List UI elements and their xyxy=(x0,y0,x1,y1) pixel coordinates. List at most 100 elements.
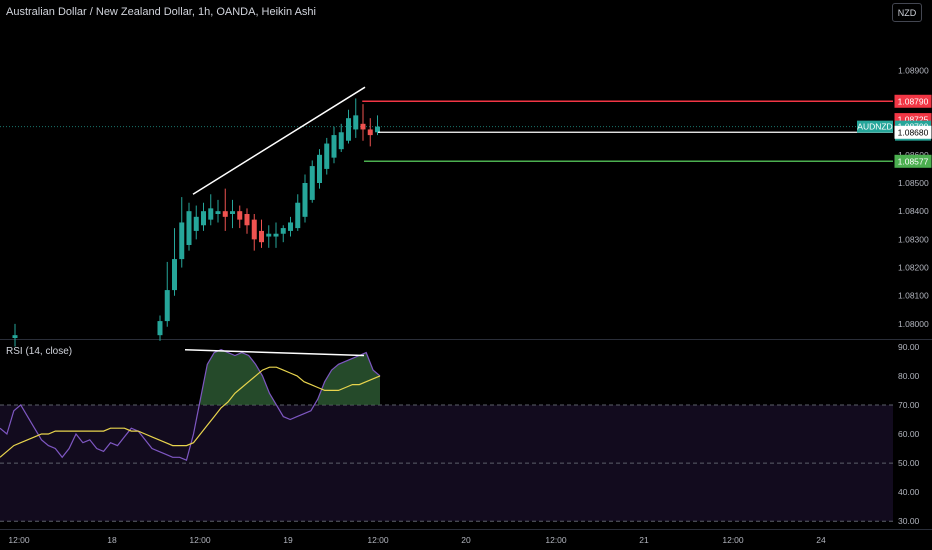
time-tick-label: 12:00 xyxy=(722,535,744,545)
white-price-tag-bg xyxy=(894,125,932,139)
time-tick-label: 18 xyxy=(107,535,117,545)
candle-body xyxy=(338,132,344,150)
candle xyxy=(237,205,243,229)
candle xyxy=(259,219,264,248)
time-tick-label: 12:00 xyxy=(8,535,30,545)
high-price-tag-text: 1.08725 xyxy=(898,115,929,125)
candle xyxy=(179,197,185,268)
candle xyxy=(346,109,351,144)
price-tick-label: 1.08900 xyxy=(898,65,929,75)
candle xyxy=(309,160,315,203)
white-price-tag: 1.08680 xyxy=(894,125,932,139)
candle xyxy=(280,225,286,243)
candle xyxy=(273,222,279,248)
candle-body xyxy=(222,211,228,217)
candle xyxy=(360,104,366,141)
candle-body xyxy=(157,321,163,336)
candle-body xyxy=(12,335,18,338)
candle-body xyxy=(309,166,315,200)
candle xyxy=(338,123,344,152)
candle-body xyxy=(186,211,192,245)
candle xyxy=(193,205,199,240)
candle-body xyxy=(259,230,264,243)
price-trendline xyxy=(192,86,366,195)
candle xyxy=(302,174,308,223)
rsi-overbought-fill xyxy=(200,349,380,405)
time-tick-label: 19 xyxy=(283,535,293,545)
rsi-tick-label: 90.00 xyxy=(898,342,920,352)
price-tick-label: 1.08000 xyxy=(898,319,929,329)
symbol-tag-text: AUDNZD xyxy=(857,122,892,132)
candle xyxy=(208,194,214,226)
price-tick-label: 1.08400 xyxy=(898,206,929,216)
candle-body xyxy=(208,208,214,220)
time-tick-label: 12:00 xyxy=(189,535,211,545)
time-tick-label: 12:00 xyxy=(367,535,389,545)
candle xyxy=(266,225,272,248)
candle-body xyxy=(273,233,279,237)
rsi-tick-label: 30.00 xyxy=(898,516,920,526)
candle-body xyxy=(331,135,337,158)
candle-body xyxy=(302,183,308,217)
candle xyxy=(244,208,250,234)
candle-body xyxy=(179,222,185,260)
candle-body xyxy=(172,259,177,291)
time-tick-label: 20 xyxy=(461,535,471,545)
rsi-ma-line xyxy=(0,366,381,458)
candle xyxy=(251,214,257,251)
rsi-tick-label: 80.00 xyxy=(898,371,920,381)
candle-body xyxy=(237,211,243,220)
red-price-tag: 1.08790 xyxy=(894,94,932,108)
candle-body xyxy=(280,228,286,234)
green-price-tag-bg xyxy=(894,154,932,168)
white-price-tag-text: 1.08680 xyxy=(898,127,929,137)
rsi-title: RSI (14, close) xyxy=(6,346,73,357)
symbol-tag: AUDNZD xyxy=(857,120,893,133)
price-tick-label: 1.08300 xyxy=(898,234,929,244)
candle xyxy=(222,188,228,231)
rsi-divergence-line xyxy=(184,348,365,357)
candle-body xyxy=(346,118,351,141)
candle-body xyxy=(360,123,366,130)
currency-button[interactable]: NZD xyxy=(892,3,922,22)
candle-body xyxy=(324,143,330,169)
candle xyxy=(215,199,221,223)
candle xyxy=(295,194,301,231)
candle xyxy=(157,315,163,341)
rsi-tick-label: 40.00 xyxy=(898,487,920,497)
time-tick-label: 12:00 xyxy=(545,535,567,545)
candle xyxy=(172,228,177,296)
chart-title: Australian Dollar / New Zealand Dollar, … xyxy=(6,6,316,18)
candle-body xyxy=(367,129,373,136)
price-tick-label: 1.08100 xyxy=(898,291,929,301)
time-tick-label: 24 xyxy=(816,535,826,545)
candle xyxy=(12,323,18,347)
candle xyxy=(164,261,170,327)
candle xyxy=(186,202,192,251)
price-tick-label: 1.08200 xyxy=(898,263,929,273)
red-price-tag-bg xyxy=(894,94,932,108)
symbol-tag-bg xyxy=(857,120,893,133)
candle-body xyxy=(288,222,293,231)
candle xyxy=(230,199,235,229)
candle-body xyxy=(266,233,272,237)
candle xyxy=(324,137,330,175)
candle-body xyxy=(353,115,359,130)
price-tick-label: 1.08500 xyxy=(898,178,929,188)
rsi-tick-label: 50.00 xyxy=(898,458,920,468)
green-price-tag-text: 1.08577 xyxy=(898,156,929,166)
candle-body xyxy=(251,219,257,240)
candle xyxy=(331,126,337,164)
candle xyxy=(201,202,206,231)
candle xyxy=(375,115,380,136)
candle-body xyxy=(215,211,221,214)
candle-body xyxy=(375,126,380,133)
rsi-tick-label: 70.00 xyxy=(898,400,920,410)
candle-body xyxy=(201,211,206,226)
rsi-line xyxy=(0,349,381,462)
candle-body xyxy=(193,216,199,231)
candle-body xyxy=(164,290,170,322)
candle-body xyxy=(295,202,301,229)
red-price-tag-text: 1.08790 xyxy=(898,96,929,106)
